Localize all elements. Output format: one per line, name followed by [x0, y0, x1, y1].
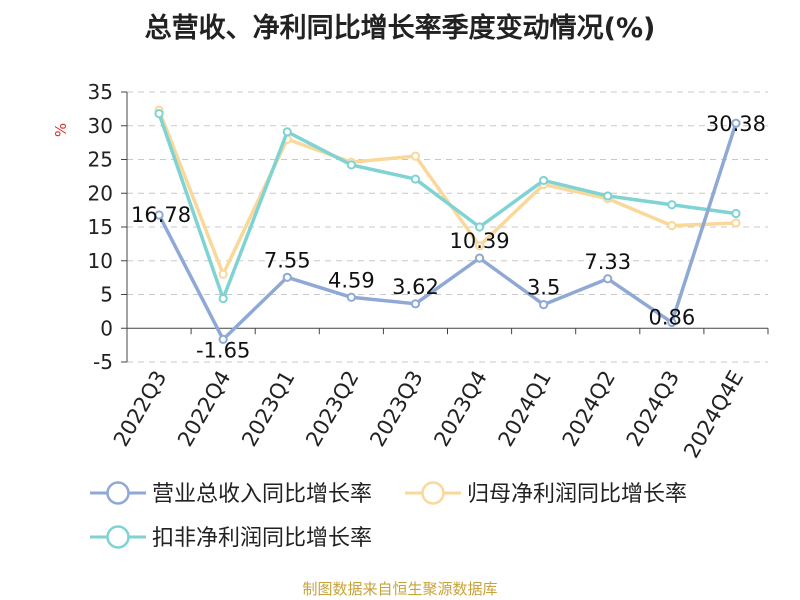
data-point	[474, 253, 485, 263]
y-tick-label: 25	[88, 148, 113, 172]
y-tick-label: 30	[88, 114, 113, 138]
data-point	[667, 200, 677, 210]
x-tick-label: 2023Q3	[365, 367, 427, 451]
y-tick-label: -5	[93, 350, 113, 374]
data-point	[346, 292, 356, 302]
data-point	[410, 151, 421, 161]
data-point	[410, 174, 421, 184]
x-tick-label: 2023Q1	[237, 367, 299, 451]
data-point	[539, 300, 549, 310]
series-layer	[154, 105, 741, 344]
data-point	[154, 109, 164, 119]
y-tick-label: 0	[100, 316, 113, 340]
data-point	[474, 241, 485, 251]
y-axis-unit: %	[52, 123, 70, 137]
x-tick-label: 2024Q3	[622, 367, 684, 451]
x-tick-label: 2022Q4	[173, 367, 235, 451]
data-label: 16.78	[131, 203, 191, 227]
x-tick-label: 2023Q4	[429, 367, 491, 451]
data-label: 10.39	[449, 229, 509, 253]
data-point	[346, 160, 356, 170]
data-point	[603, 274, 613, 284]
legend-label: 扣非净利润同比增长率	[152, 526, 372, 551]
data-label-layer: 16.78 -1.65 7.55 4.59 3.62 10.39 3.5 7.33 0.86 30…	[131, 112, 766, 362]
series-line	[157, 109, 737, 276]
data-point	[667, 317, 677, 328]
y-tick-label: 5	[100, 283, 113, 307]
data-label: 3.5	[527, 276, 560, 300]
data-point	[218, 334, 228, 344]
data-point	[603, 191, 613, 201]
data-point	[731, 218, 741, 228]
data-point	[218, 269, 228, 279]
y-tick-label: 20	[88, 181, 113, 205]
data-point	[154, 210, 164, 220]
data-point	[282, 272, 292, 282]
grid-layer	[127, 91, 768, 363]
chart-title: 总营收、净利同比增长率季度变动情况(%)	[144, 13, 656, 44]
x-tick-label: 2023Q2	[301, 367, 363, 451]
legend-marker	[106, 481, 130, 505]
series-line	[157, 113, 737, 301]
y-tick-label: 35	[88, 80, 113, 104]
x-tick-label: 2024Q4E	[679, 367, 748, 463]
data-point	[410, 299, 421, 309]
data-label: 7.33	[584, 250, 631, 274]
data-label: 4.59	[328, 268, 375, 292]
data-label: 3.62	[392, 275, 439, 299]
series-line	[157, 122, 738, 342]
data-point	[731, 118, 741, 128]
data-point	[474, 222, 485, 232]
x-tick-label: 2022Q3	[109, 367, 171, 451]
legend-label: 营业总收入同比增长率	[152, 482, 372, 507]
data-point	[731, 208, 741, 219]
data-label: -1.65	[196, 338, 250, 362]
legend-marker	[106, 525, 130, 549]
x-tick-label: 2024Q2	[558, 367, 620, 451]
data-label: 7.55	[264, 248, 311, 272]
data-label: 30.38	[706, 112, 766, 136]
data-point	[282, 127, 292, 137]
y-tick-label: 15	[88, 215, 113, 239]
data-point	[667, 221, 677, 231]
legend-marker	[421, 481, 445, 505]
legend-label: 归母净利润同比增长率	[467, 482, 687, 507]
y-tick-label: 10	[88, 249, 113, 273]
x-tick-label: 2024Q1	[494, 367, 556, 451]
data-point	[539, 175, 549, 186]
data-label: 0.86	[648, 305, 695, 329]
source-note: 制图数据来自恒生聚源数据库	[302, 580, 498, 598]
data-point	[218, 293, 228, 304]
